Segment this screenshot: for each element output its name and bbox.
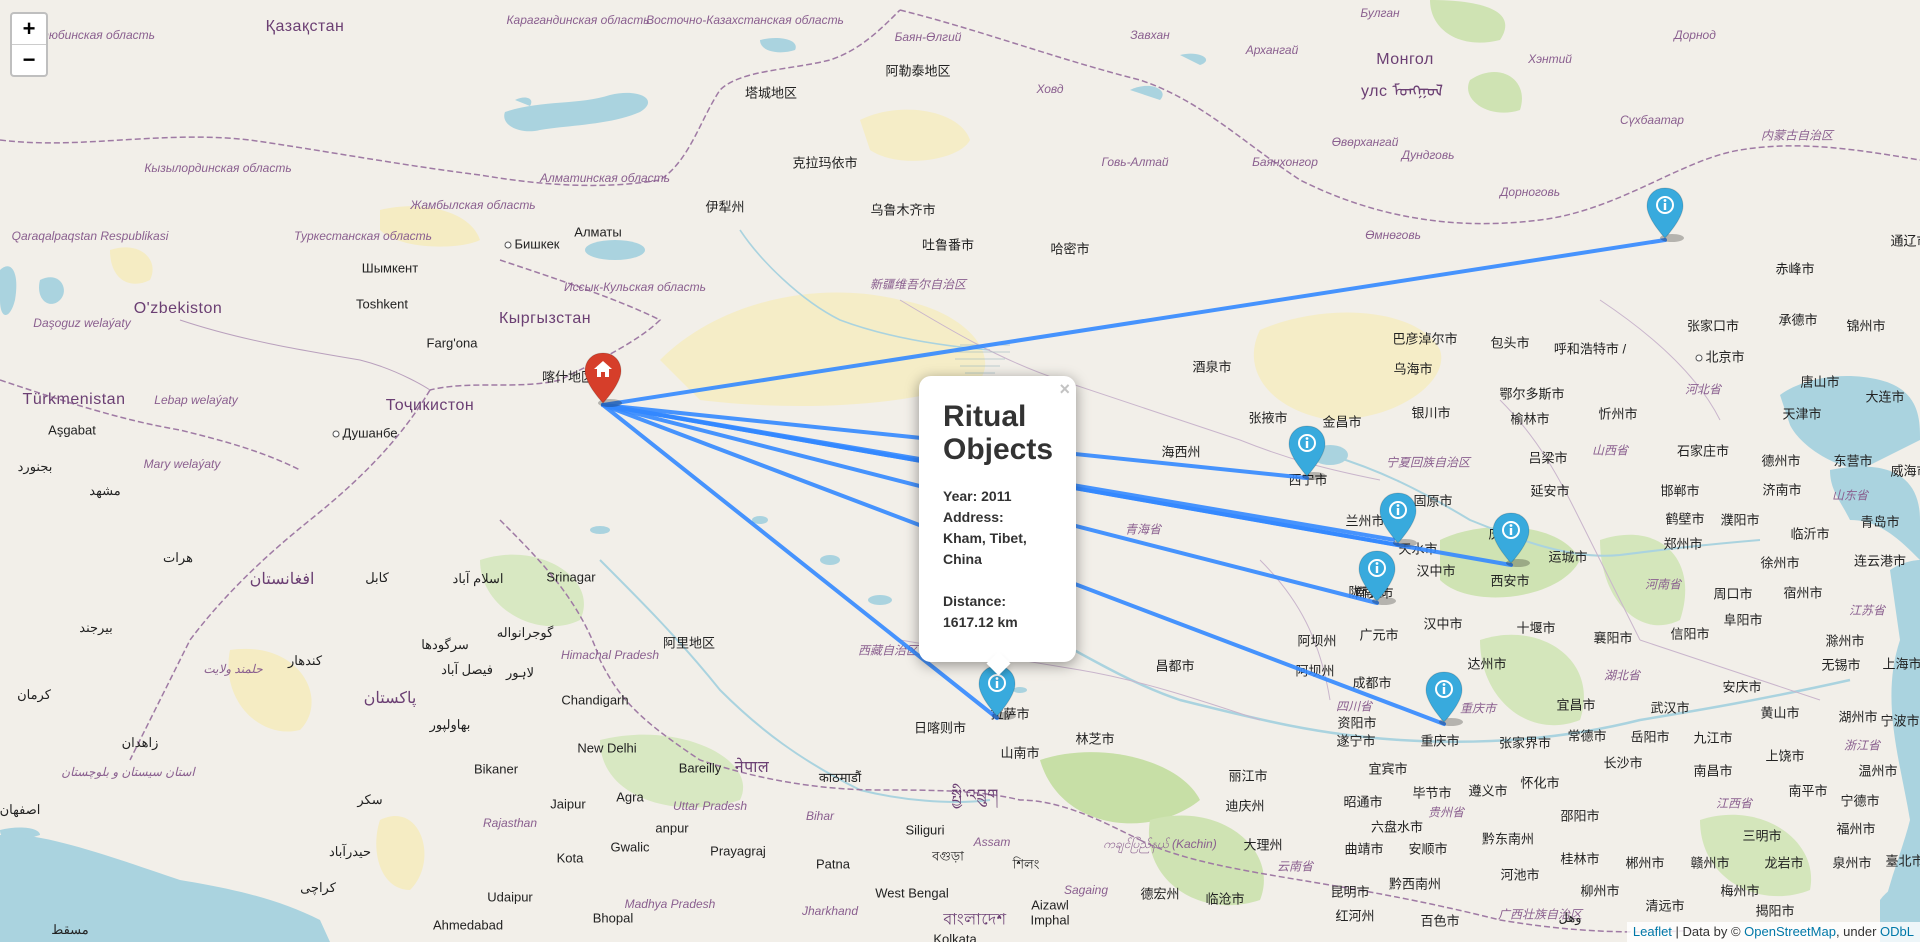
info-popup: × Ritual Objects Year: 2011 Address: Kha… (919, 376, 1076, 676)
info-marker-dest-tongliao[interactable] (1645, 186, 1685, 242)
popup-close-button[interactable]: × (1059, 379, 1070, 399)
info-marker-dest-chongqing[interactable] (1424, 670, 1464, 726)
attribution-sep: | Data by © (1671, 924, 1745, 939)
info-marker-dest-tianshui[interactable] (1378, 491, 1418, 547)
route-line-dest-lhasa (601, 403, 999, 720)
info-icon (1358, 550, 1396, 605)
popup-year: Year: 2011 (943, 488, 1012, 504)
info-marker-dest-lhasa[interactable] (977, 664, 1017, 720)
info-marker-dest-xian[interactable] (1491, 511, 1531, 567)
info-icon (1492, 512, 1530, 567)
attribution-under: , under (1835, 924, 1881, 939)
popup-spacer (943, 570, 1064, 591)
osm-link[interactable]: OpenStreetMap (1744, 924, 1836, 939)
popup-content: Ritual Objects Year: 2011 Address: Kham,… (943, 400, 1064, 633)
leaflet-link[interactable]: Leaflet (1632, 924, 1672, 939)
zoom-control: + − (10, 12, 48, 77)
home-marker[interactable] (583, 351, 623, 407)
popup-address-line1: Kham, Tibet, (943, 530, 1027, 546)
info-icon (978, 665, 1016, 720)
attribution: Leaflet | Data by © OpenStreetMap, under… (1626, 922, 1920, 942)
zoom-in-button[interactable]: + (22, 16, 36, 41)
info-marker-dest-xining[interactable] (1287, 424, 1327, 480)
route-line-dest-tongliao (601, 238, 1667, 407)
odbl-link[interactable]: ODbL (1880, 924, 1914, 939)
home-icon (584, 352, 622, 407)
info-icon (1646, 187, 1684, 242)
popup-address-line2: China (943, 551, 982, 567)
info-icon (1288, 425, 1326, 480)
info-marker-dest-longnan[interactable] (1357, 549, 1397, 605)
popup-distance-label: Distance: (943, 593, 1007, 609)
popup-distance-value: 1617.12 km (943, 614, 1018, 630)
popup-address-label: Address: (943, 509, 1004, 525)
info-icon (1425, 671, 1463, 726)
popup-title: Ritual Objects (943, 400, 1054, 466)
zoom-out-button[interactable]: − (12, 44, 46, 75)
info-icon (1379, 492, 1417, 547)
